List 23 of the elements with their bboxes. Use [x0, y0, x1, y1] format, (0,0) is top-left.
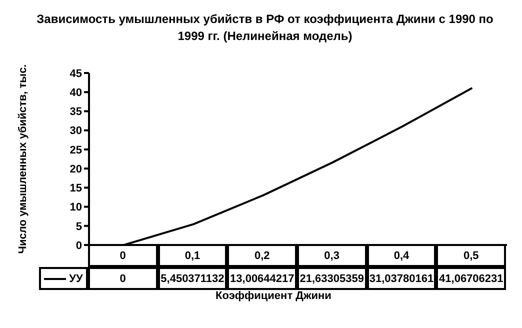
- x-tick-label: 0,5: [436, 244, 506, 267]
- chart-title: Зависимость умышленных убийств в РФ от коэффициента Джини с 1990 по 1999 гг. (Нелинейная модель): [36, 11, 494, 45]
- y-tick-label: 40: [70, 87, 82, 100]
- y-tick-label: 10: [70, 202, 82, 214]
- y-tick-label: 35: [70, 106, 82, 118]
- y-tick-label: 45: [70, 68, 82, 80]
- x-tick-label: 0,3: [297, 244, 367, 267]
- x-tick-label: 0,2: [227, 244, 297, 267]
- data-label: 41,06706231: [436, 267, 506, 290]
- x-axis-title: Коэффициент Джини: [214, 290, 332, 302]
- y-tick-label: 15: [70, 182, 82, 195]
- x-tick-label: 0,4: [366, 244, 436, 267]
- data-label: 21,63305359: [297, 267, 367, 290]
- y-tick-label: 25: [70, 144, 82, 156]
- data-label: 31,03780161: [366, 267, 436, 290]
- data-label: 13,00644217: [227, 267, 297, 290]
- y-tick-label: 20: [70, 163, 82, 176]
- legend-label: УУ: [68, 272, 83, 284]
- y-axis-title: Число умышленных убийств, тыс.: [16, 64, 29, 254]
- y-tick-label: 5: [76, 220, 82, 233]
- x-tick-label: 0,1: [158, 244, 228, 267]
- y-tick-label: 30: [70, 125, 82, 138]
- data-label: 5,450371132: [158, 267, 228, 290]
